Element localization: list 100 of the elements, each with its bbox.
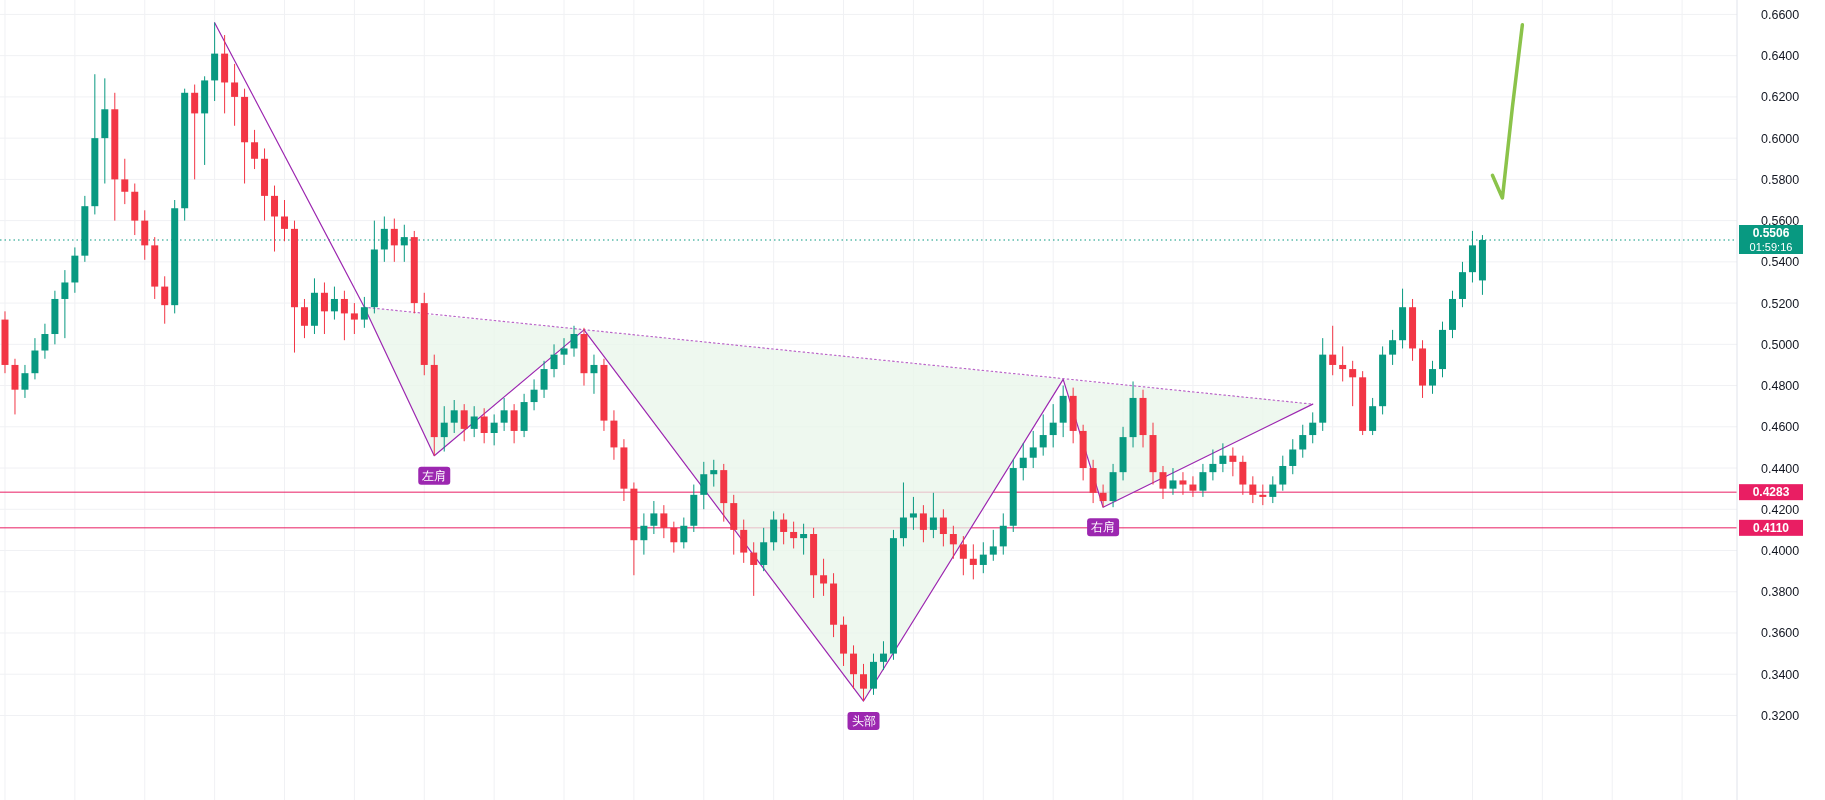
candlestick [899,481,907,547]
candlestick [760,527,768,572]
candlestick [919,504,927,543]
candlestick [530,378,538,411]
candlestick [191,84,199,180]
y-tick-label: 0.4800 [1761,379,1800,394]
candlestick [231,63,239,127]
candlestick [979,541,987,574]
candlestick [1039,413,1047,457]
candlestick [640,512,648,556]
candlestick [820,558,828,597]
candlestick [121,158,129,205]
candlestick [350,302,358,335]
candlestick [1309,411,1317,444]
candlestick [949,525,957,560]
text: 01:59:16 [1749,241,1793,253]
candlestick [850,644,858,690]
candlestick [1339,345,1347,382]
y-tick-label: 0.6600 [1761,7,1800,22]
ref-line-label: 0.5506 [1752,226,1790,240]
y-tick-label: 0.4400 [1761,461,1800,476]
data-label: 右肩 [1091,520,1116,535]
candlestick [1169,467,1177,496]
y-tick-label: 0.5000 [1761,337,1800,352]
candlestick [1389,329,1397,366]
candlestick [1029,430,1037,469]
candlestick [909,496,917,531]
candlestick [161,275,169,325]
candlestick [1329,325,1337,376]
candlestick [710,459,718,488]
candlestick [560,337,568,366]
candlestick [680,517,688,549]
candlestick [500,397,508,432]
candlestick [450,399,458,434]
candlestick [590,354,598,395]
candlestick [1269,475,1277,504]
candlestick [540,360,548,399]
candlestick [1239,455,1247,496]
candlestick [800,523,808,556]
candlestick [460,403,468,442]
candlestick [1349,360,1357,407]
candlestick [740,519,748,564]
candlestick [41,323,49,360]
y-tick-label: 0.4000 [1761,544,1800,559]
candlestick [1199,463,1207,498]
ref-line-label: 0.4283 [1752,485,1790,500]
y-tick-label: 0.4200 [1761,502,1800,517]
candlestick [300,298,308,339]
candlestick [959,535,967,576]
candlestick [31,337,39,380]
line-series [1490,22,1525,200]
candlestick [1179,471,1187,496]
candlestick [251,129,259,170]
candlestick [281,199,288,242]
y-tick-label: 0.6400 [1761,49,1800,64]
candlestick [480,407,488,444]
candlestick [1019,442,1027,481]
candlestick [660,504,668,539]
candlestick [271,185,279,253]
candlestick [320,281,328,335]
candlestick [340,290,348,341]
candlestick [780,512,788,545]
candlestick [490,413,498,446]
candlestick [390,218,398,263]
candlestick [1099,484,1107,508]
candlestick [1429,360,1437,395]
candlestick [879,640,887,671]
y-tick-label: 0.5400 [1761,255,1800,270]
y-tick-label: 0.3600 [1761,626,1800,641]
candlestick [999,512,1007,556]
candlestick [550,343,558,378]
candlestick [650,500,658,535]
candlestick [770,510,778,552]
candlestick [1249,475,1257,504]
candlestick [510,403,518,444]
candlestick [929,492,937,539]
y-tick-label: 0.6000 [1761,131,1800,146]
candlestick [360,296,368,329]
candlestick [400,224,408,263]
candlestick [1159,465,1167,500]
candlestick [1259,484,1267,506]
y-tick-label: 0.5800 [1761,172,1800,187]
candlestick [570,325,578,358]
candlestick [860,663,867,702]
candlestick [969,543,977,580]
candlestick [1299,424,1307,459]
candlestick [440,405,448,453]
y-tick-label: 0.5600 [1761,214,1800,229]
candlestick [1209,448,1217,481]
candlestick [21,364,29,399]
candlestick [1289,438,1297,475]
data-label: 头部 [851,714,876,729]
line-series [214,22,1314,702]
candlestick [1049,403,1057,448]
candlestick [61,269,69,339]
candlestick [790,521,798,549]
candlestick [1279,455,1287,492]
candlestick [330,286,338,321]
candlestick [1229,446,1237,477]
candlestick [700,461,708,510]
